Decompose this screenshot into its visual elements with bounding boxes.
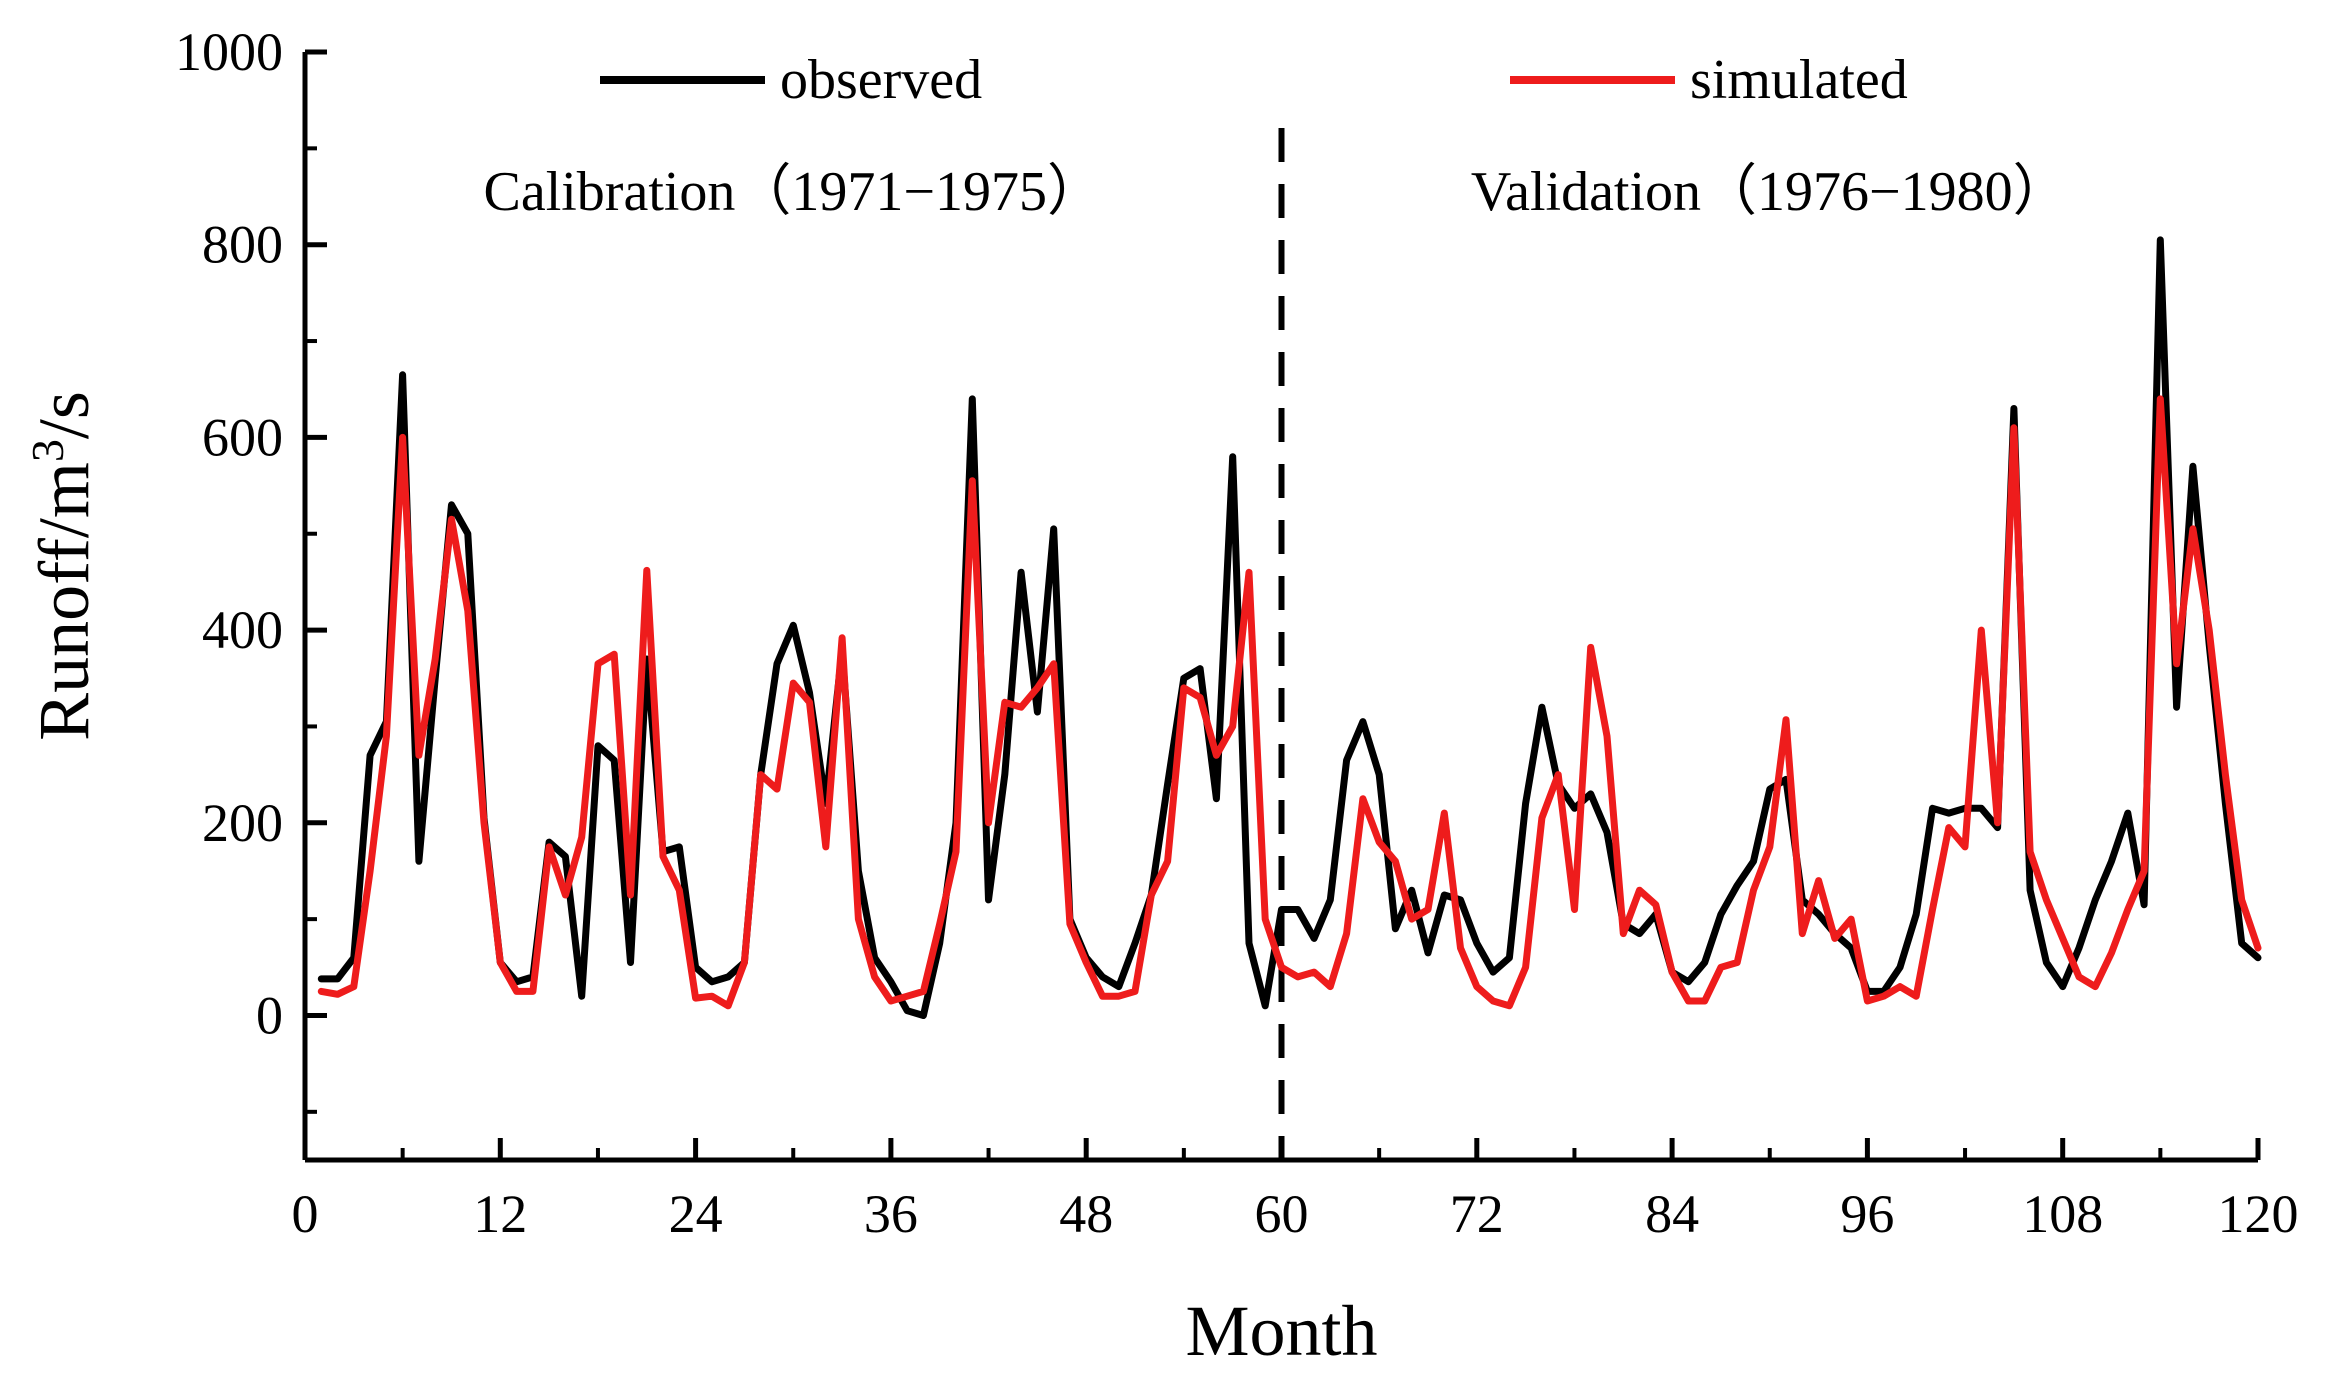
legend-label-simulated: simulated: [1690, 49, 1908, 111]
series-line-observed: [317, 236, 2262, 1019]
series-layer: [317, 236, 2262, 1019]
x-axis-title: Month: [1185, 1291, 1377, 1371]
x-tick-label: 36: [864, 1184, 918, 1244]
x-tick-label: 108: [2022, 1184, 2103, 1244]
period-annotation: Calibration（1971−1975）: [483, 161, 1103, 223]
x-tick-label: 0: [292, 1184, 319, 1244]
y-tick-label: 0: [256, 985, 283, 1045]
y-tick-label: 1000: [175, 22, 283, 82]
x-tick-label: 72: [1450, 1184, 1504, 1244]
y-tick-label: 800: [202, 215, 283, 275]
period-annotation: Validation（1976−1980）: [1471, 161, 2069, 223]
legend: observed simulated: [600, 49, 1908, 111]
y-tick-label: 400: [202, 600, 283, 660]
x-tick-label: 120: [2218, 1184, 2299, 1244]
x-tick-label: 96: [1840, 1184, 1894, 1244]
x-tick-label: 24: [669, 1184, 723, 1244]
x-tick-label: 48: [1059, 1184, 1113, 1244]
x-tick-label: 84: [1645, 1184, 1699, 1244]
series-line-simulated: [317, 395, 2262, 1010]
y-axis-title: Runoff/m3/s: [22, 391, 105, 741]
axis-titles: Month Runoff/m3/s: [22, 391, 1378, 1371]
annotations: Calibration（1971−1975） Validation（1976−19…: [483, 161, 2068, 223]
y-tick-label: 200: [202, 793, 283, 853]
legend-label-observed: observed: [780, 49, 982, 111]
x-tick-label: 12: [473, 1184, 527, 1244]
x-tick-label: 60: [1255, 1184, 1309, 1244]
y-tick-label: 600: [202, 407, 283, 467]
